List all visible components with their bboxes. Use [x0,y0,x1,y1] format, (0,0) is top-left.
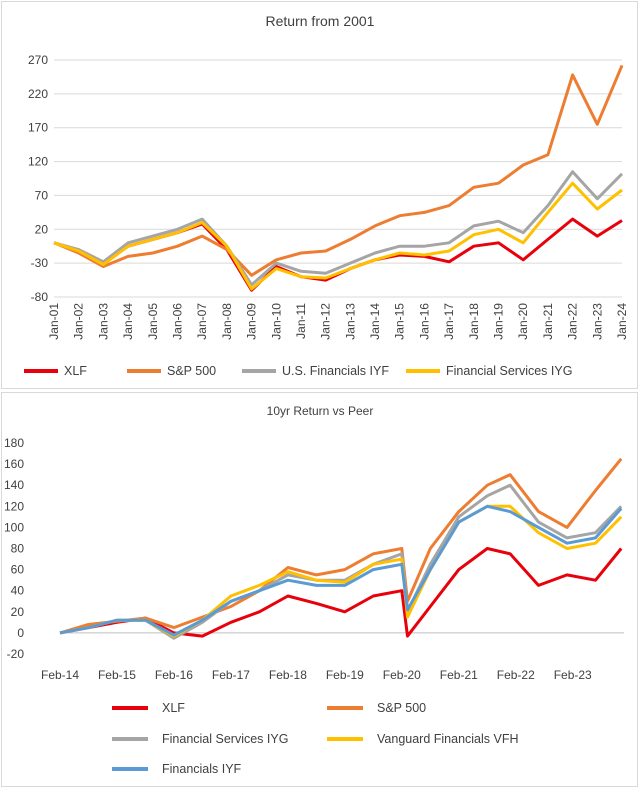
chart1-legend: XLF S&P 500 U.S. Financials IYF Financial S… [24,364,572,378]
chart1-x-tick-label: Jan-07 [195,303,209,340]
chart1-series-line [53,181,623,291]
chart2-x-tick-label: Feb-20 [383,668,421,682]
chart2-series-line [59,547,623,638]
chart1-y-tick-label: 220 [28,87,48,101]
chart2-y-tick-label: -20 [7,647,25,661]
chart1-y-tick-label: 70 [35,188,49,202]
chart2-y-tick-label: 140 [4,478,24,492]
chart1-y-tick-label: 20 [35,222,49,236]
chart1-x-tick-label: Jan-06 [170,303,184,340]
chart1-x-tick-label: Jan-08 [220,303,234,340]
chart1-legend-label: U.S. Financials IYF [282,364,389,378]
chart2-y-tick-label: 180 [4,436,24,450]
chart2-y-tick-label: 60 [11,563,25,577]
chart2-legend-label: XLF [162,701,185,715]
chart1-x-tick-label: Jan-15 [393,303,407,340]
chart1-x-tick-label: Jan-01 [47,303,61,340]
chart-return-from-2001: Return from 2001 270 220 170 120 70 20 -30 -80 … [1,1,638,389]
chart1-x-tick-label: Jan-24 [615,303,629,340]
chart1-legend-label: XLF [64,364,87,378]
chart2-x-tick-label: Feb-14 [41,668,79,682]
chart1-x-tick-label: Jan-18 [467,303,481,340]
chart1-y-tick-label: -30 [31,256,49,270]
chart1-series-line [53,170,624,287]
chart1-x-tick-label: Jan-11 [294,303,308,339]
chart2-y-tick-label: 0 [17,626,24,640]
chart1-x-ticks: Jan-01 Jan-02 Jan-03 Jan-04 Jan-05 Jan-06 Jan-… [47,303,629,340]
chart2-series-line [59,457,623,635]
chart1-x-tick-label: Jan-23 [590,303,604,340]
chart2-legend-label: Vanguard Financials VFH [377,732,519,746]
chart2-x-tick-label: Feb-23 [554,668,592,682]
chart1-x-tick-label: Jan-17 [442,303,456,340]
chart1-legend-label: Financial Services IYG [446,364,572,378]
chart1-x-tick-label: Jan-10 [269,303,283,340]
chart1-y-tick-label: -80 [31,290,49,304]
chart2-y-ticks: 180 160 140 120 100 80 60 40 20 0 -20 [4,436,24,661]
chart2-x-tick-label: Feb-21 [440,668,478,682]
chart2-x-tick-label: Feb-16 [155,668,193,682]
chart-10yr-return-vs-peer: 10yr Return vs Peer 180 160 140 120 100 80 60 4… [1,392,638,787]
chart2-x-tick-label: Feb-15 [98,668,136,682]
chart1-x-tick-label: Jan-04 [121,303,135,340]
chart2-x-tick-label: Feb-22 [497,668,535,682]
chart2-x-tick-label: Feb-17 [212,668,250,682]
chart1-gridlines [54,59,622,298]
chart1-y-ticks: 270 220 170 120 70 20 -30 -80 [28,53,48,304]
chart2-title: 10yr Return vs Peer [267,404,374,418]
chart1-x-tick-label: Jan-14 [368,303,382,340]
chart2-svg: 10yr Return vs Peer 180 160 140 120 100 80 60 4… [4,404,624,776]
chart1-x-tick-label: Jan-02 [72,303,86,340]
chart1-y-tick-label: 170 [28,121,48,135]
chart2-y-tick-label: 160 [4,457,24,471]
chart1-x-tick-label: Jan-03 [96,303,110,340]
chart2-y-tick-label: 120 [4,499,24,513]
chart2-x-tick-label: Feb-18 [269,668,307,682]
chart1-series-line [53,64,624,277]
chart1-title: Return from 2001 [266,13,375,29]
chart1-x-tick-label: Jan-13 [343,303,357,340]
chart1-legend-label: S&P 500 [167,364,216,378]
chart1-series [53,64,624,292]
chart2-legend-label: Financial Services IYG [162,732,288,746]
chart2-series-line [59,504,623,637]
chart1-x-tick-label: Jan-21 [541,303,555,340]
chart2-legend-label: S&P 500 [377,701,426,715]
chart2-y-tick-label: 20 [11,605,25,619]
chart1-x-tick-label: Jan-19 [492,303,506,340]
chart2-y-tick-label: 100 [4,520,24,534]
chart1-x-tick-label: Jan-05 [146,303,160,340]
chart1-x-tick-label: Jan-20 [516,303,530,340]
chart1-x-tick-label: Jan-16 [417,303,431,340]
chart2-legend: XLF S&P 500 Financial Services IYG Vanguard… [112,701,519,776]
chart1-x-tick-label: Jan-09 [245,303,259,340]
chart2-series [59,457,623,640]
chart2-legend-label: Financials IYF [162,762,242,776]
chart1-y-tick-label: 120 [28,155,48,169]
chart2-x-tick-label: Feb-19 [326,668,364,682]
chart1-x-tick-label: Jan-12 [319,303,333,340]
chart1-x-tick-label: Jan-22 [566,303,580,340]
chart2-y-tick-label: 80 [11,542,25,556]
chart2-x-ticks: Feb-14 Feb-15 Feb-16 Feb-17 Feb-18 Feb-19 Feb-… [41,668,592,682]
chart2-y-tick-label: 40 [11,584,25,598]
chart1-svg: Return from 2001 2702201701207020-30-80 … [24,13,629,378]
chart1-y-tick-label: 270 [28,53,48,67]
